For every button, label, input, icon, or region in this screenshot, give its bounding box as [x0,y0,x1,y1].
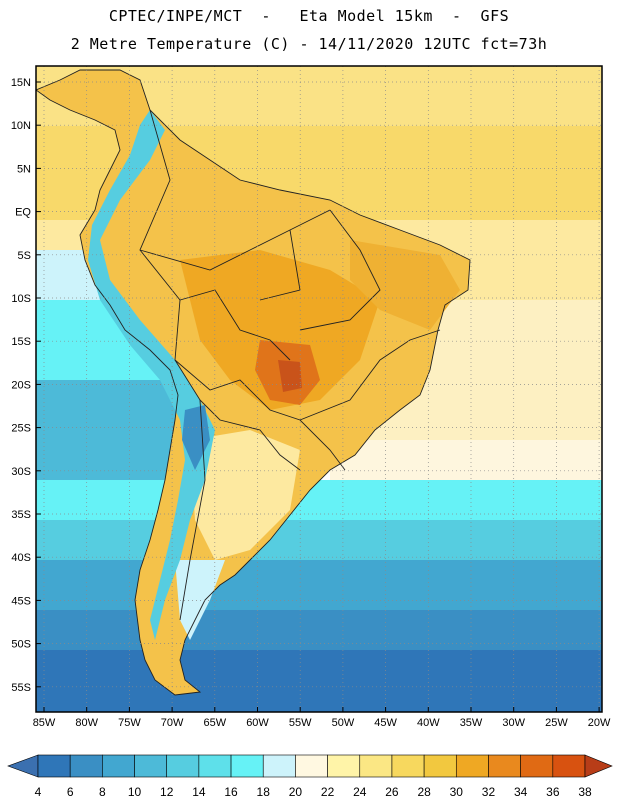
lat-tick-label: 30S [11,466,31,478]
lat-tick-label: 10N [11,120,31,132]
colorbar-swatch [488,754,521,778]
lat-tick-label: 5N [17,163,31,175]
colorbar-swatch [455,754,489,778]
colorbar-swatch [102,754,135,778]
lon-tick-label: 80W [75,717,98,729]
latitude-labels: 15N 10N 5N EQ 5S 10S 15S 20S 25S 30S 35S 40S 45S 50S 5… [11,77,41,694]
colorbar-tick-label: 32 [482,785,496,799]
colorbar-tick-label: 16 [224,785,238,799]
colorbar-swatch [262,754,296,778]
colorbar-tick-label: 18 [257,785,271,799]
colorbar-swatch [198,754,232,778]
land-patagonia-cool [175,560,225,640]
colorbar-swatch [423,754,457,778]
colorbar-swatch [327,754,361,778]
colorbar-swatch [37,754,71,778]
colorbar-tick-label: 22 [321,785,335,799]
map-title-line-2: 2 Metre Temperature (C) - 14/11/2020 12U… [70,35,548,53]
map-plot-area [36,66,602,712]
colorbar-swatch [69,754,103,778]
colorbar-tick-label: 4 [35,785,42,799]
colorbar-tick-label: 20 [289,785,303,799]
colorbar: 4 6 8 10 12 14 16 18 20 22 24 26 28 30 32 34 36 38 [7,754,613,799]
lon-tick-label: 40W [417,717,440,729]
andes-cold-ridge [88,110,215,640]
colorbar-swatch [134,754,168,778]
colorbar-tick-label: 28 [417,785,431,799]
lon-tick-label: 35W [460,717,483,729]
lat-tick-label: 35S [11,509,31,521]
colorbar-tick-label: 24 [353,785,367,799]
lat-tick-label: 20S [11,379,31,391]
lon-tick-label: 30W [502,717,525,729]
ocean-band-deep-blue [36,650,602,712]
colorbar-swatch [230,754,264,778]
country-borders [36,69,471,696]
lat-tick-label: 50S [11,639,31,651]
map-title-line-1: CPTEC/INPE/MCT - Eta Model 15km - GFS [108,7,510,25]
colorbar-tick-label: 34 [514,785,528,799]
colorbar-swatch [552,754,586,778]
lat-tick-label: 10S [11,293,31,305]
ocean-band-cream-east [330,440,602,480]
lat-tick-label: 45S [11,595,31,607]
colorbar-tick-label: 30 [450,785,464,799]
colorbar-swatch [359,754,393,778]
lon-tick-label: 50W [332,717,355,729]
map-frame [35,65,603,713]
colorbar-tick-label: 26 [385,785,399,799]
colorbar-tick-label: 8 [99,785,106,799]
colorbar-swatch [295,754,328,778]
lat-tick-label: 25S [11,423,31,435]
colorbar-swatch [166,754,200,778]
lat-tick-label: 40S [11,552,31,564]
colorbar-low-arrow [7,754,39,778]
lat-tick-label: 5S [18,250,31,262]
colorbar-tick-label: 36 [546,785,560,799]
lat-tick-label: EQ [15,207,31,219]
lon-tick-label: 60W [246,717,269,729]
colorbar-tick-label: 14 [192,785,206,799]
colorbar-tick-label: 38 [578,785,592,799]
longitude-labels: 85W 80W 75W 70W 65W 60W 55W 50W 45W 40W 35W 30W 25W 2… [33,707,611,729]
land-hot-spot [278,360,302,392]
lon-tick-label: 45W [374,717,397,729]
colorbar-tick-label: 10 [128,785,142,799]
colorbar-swatch [391,754,425,778]
lon-tick-label: 20W [588,717,611,729]
colorbar-tick-label: 12 [160,785,174,799]
land-northeast-warm [350,240,460,330]
land-hot-interior [180,250,380,410]
lat-tick-label: 15S [11,336,31,348]
lat-tick-label: 15N [11,77,31,89]
lon-tick-label: 65W [203,717,226,729]
colorbar-high-arrow [584,754,613,778]
lon-tick-label: 25W [545,717,568,729]
colorbar-swatch [520,754,554,778]
lat-tick-label: 55S [11,682,31,694]
lon-tick-label: 75W [118,717,141,729]
lon-tick-label: 55W [289,717,312,729]
lon-tick-label: 85W [33,717,56,729]
colorbar-tick-label: 6 [67,785,74,799]
land-south-mild [190,430,300,560]
lon-tick-label: 70W [161,717,184,729]
